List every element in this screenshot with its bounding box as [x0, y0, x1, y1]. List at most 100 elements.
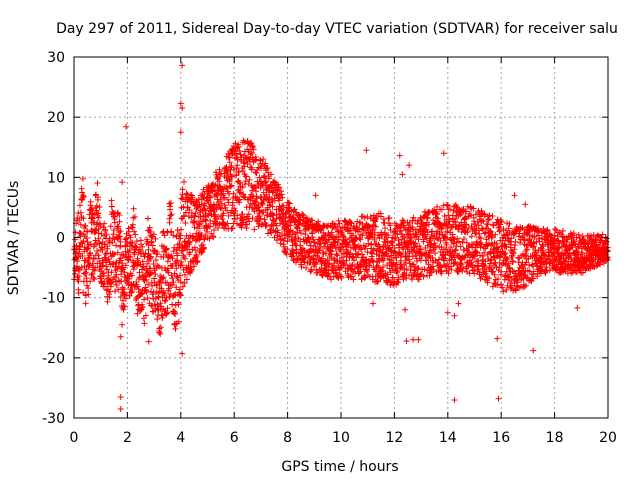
data-point	[260, 198, 267, 205]
data-point	[102, 227, 109, 234]
data-point	[489, 232, 496, 239]
data-point	[505, 225, 512, 232]
data-point	[190, 218, 197, 225]
data-point	[184, 246, 191, 253]
data-point	[130, 266, 137, 273]
data-point	[430, 259, 437, 266]
outlier-point	[123, 123, 130, 130]
data-point	[358, 246, 365, 253]
data-point	[350, 238, 357, 245]
data-point	[95, 255, 102, 262]
data-point	[332, 245, 339, 252]
data-point	[74, 257, 81, 264]
data-point	[432, 244, 439, 251]
data-point	[567, 252, 574, 259]
data-point	[506, 274, 513, 281]
data-point	[249, 215, 256, 222]
data-point	[397, 227, 404, 234]
data-point	[89, 215, 96, 222]
data-point	[111, 251, 118, 258]
data-point	[401, 234, 408, 241]
data-point	[134, 310, 141, 317]
data-point	[97, 222, 104, 229]
data-point	[85, 285, 92, 292]
data-point	[229, 225, 236, 232]
data-point	[167, 206, 174, 213]
data-point	[305, 225, 312, 232]
data-point	[184, 204, 191, 211]
data-point	[455, 238, 462, 245]
data-point	[168, 211, 175, 218]
data-point	[152, 235, 159, 242]
data-point	[292, 259, 299, 266]
data-point	[251, 183, 258, 190]
data-point	[157, 330, 164, 337]
data-point	[169, 275, 176, 282]
data-point	[188, 214, 195, 221]
data-point	[75, 278, 82, 285]
data-point	[206, 235, 213, 242]
data-point	[224, 207, 231, 214]
data-point	[255, 204, 262, 211]
x-tick-label: 20	[599, 430, 617, 446]
data-point	[92, 264, 99, 271]
data-point	[338, 274, 345, 281]
data-point	[289, 247, 296, 254]
data-point	[325, 270, 332, 277]
data-point	[172, 310, 179, 317]
outlier-point	[444, 309, 451, 316]
data-point	[111, 213, 118, 220]
data-point	[475, 222, 482, 229]
data-point	[95, 252, 102, 259]
data-point	[312, 243, 319, 250]
outlier-point	[399, 171, 406, 178]
data-point	[310, 256, 317, 263]
data-point	[507, 284, 514, 291]
data-point	[177, 292, 184, 299]
data-point	[222, 184, 229, 191]
data-point	[141, 320, 148, 327]
data-point	[201, 191, 208, 198]
data-point	[446, 206, 453, 213]
data-point	[192, 210, 199, 217]
axis-ticks: 0 2 4 6 8 10 12 14 16 18 20 -30 -20 -10 0 10 20 30	[42, 50, 617, 446]
data-point	[284, 246, 291, 253]
data-point	[264, 206, 271, 213]
data-point	[484, 251, 491, 258]
data-point	[94, 219, 101, 226]
data-point	[110, 251, 117, 258]
data-point	[107, 223, 114, 230]
data-point	[386, 215, 393, 222]
data-point	[441, 212, 448, 219]
data-point	[488, 256, 495, 263]
data-point	[178, 247, 185, 254]
data-point	[135, 286, 142, 293]
data-point	[234, 162, 241, 169]
data-point	[454, 261, 461, 268]
data-point	[248, 139, 255, 146]
data-point	[221, 202, 228, 209]
data-point	[216, 171, 223, 178]
outlier-point	[495, 395, 502, 402]
data-point	[343, 257, 350, 264]
data-point	[511, 246, 518, 253]
y-axis-label: SDTVAR / TECUs	[6, 181, 22, 296]
data-point	[181, 271, 188, 278]
data-point	[425, 208, 432, 215]
data-point	[182, 209, 189, 216]
data-point	[318, 271, 325, 278]
data-point	[292, 218, 299, 225]
data-point	[414, 220, 421, 227]
data-point	[236, 148, 243, 155]
data-point	[392, 234, 399, 241]
data-point	[128, 289, 135, 296]
x-axis-label: GPS time / hours	[281, 459, 398, 475]
data-point	[449, 231, 456, 238]
data-point	[433, 234, 440, 241]
data-point	[265, 175, 272, 182]
data-point	[509, 258, 516, 265]
data-point	[110, 260, 117, 267]
data-point	[412, 240, 419, 247]
data-point	[139, 243, 146, 250]
